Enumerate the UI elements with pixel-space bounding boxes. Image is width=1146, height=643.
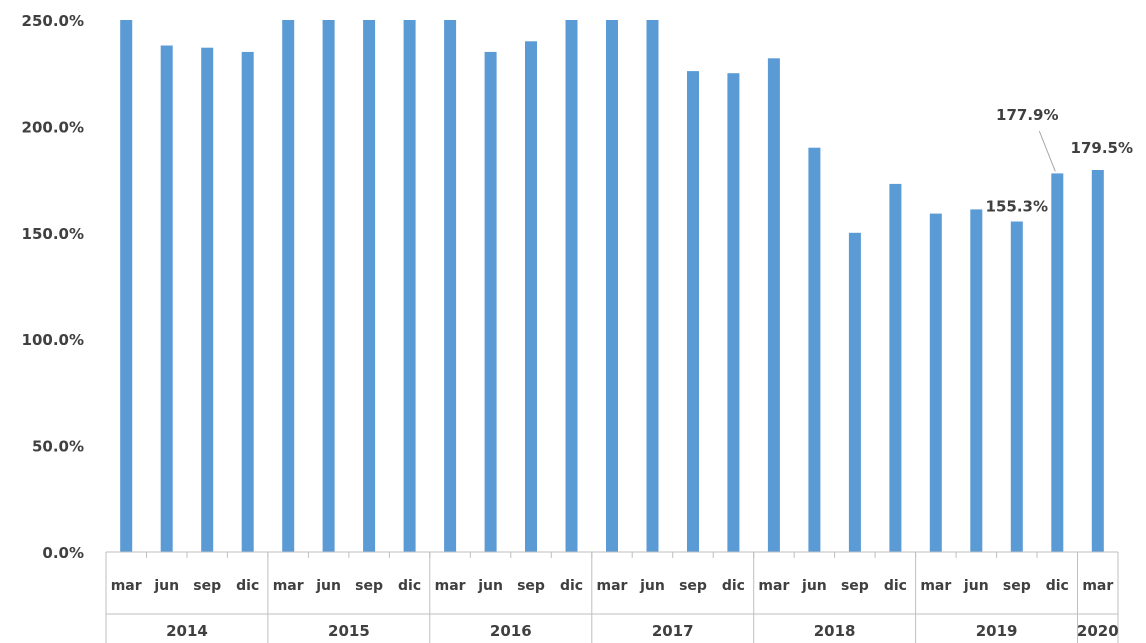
bar: [120, 20, 133, 552]
y-tick-label: 100.0%: [22, 331, 84, 349]
x-tick-label: jun: [963, 578, 989, 594]
x-tick-label: mar: [1082, 578, 1113, 594]
bar: [970, 209, 983, 552]
bar: [929, 213, 942, 552]
bar: [525, 41, 537, 553]
bar: [241, 51, 254, 553]
data-label: 155.3%: [986, 198, 1048, 216]
bar: [889, 183, 902, 552]
bar: [727, 73, 740, 552]
y-tick-label: 250.0%: [22, 12, 84, 30]
data-label: 177.9%: [996, 106, 1058, 124]
bar: [808, 147, 821, 552]
x-tick-label: sep: [841, 578, 869, 594]
x-tick-label: sep: [517, 578, 545, 594]
x-tick-label: jun: [315, 578, 341, 594]
bar: [646, 20, 659, 552]
data-labels: 155.3% 177.9% 179.5%: [986, 106, 1133, 216]
bar: [1091, 170, 1104, 552]
year-label: 2020: [1077, 622, 1119, 640]
x-tick-label: dic: [236, 578, 259, 594]
year-label: 2016: [490, 622, 532, 640]
bar: [282, 20, 295, 552]
x-tick-label: sep: [1003, 578, 1031, 594]
year-label: 2017: [652, 622, 694, 640]
bar: [1010, 221, 1023, 552]
y-axis: 0.0% 50.0% 100.0% 150.0% 200.0% 250.0%: [22, 12, 84, 562]
x-tick-label: mar: [435, 578, 466, 594]
year-label: 2014: [166, 622, 208, 640]
bar: [1051, 173, 1064, 552]
y-tick-label: 50.0%: [32, 438, 84, 456]
bar: [565, 20, 578, 552]
data-label-leader: [1038, 130, 1056, 172]
x-tick-label: mar: [758, 578, 789, 594]
x-tick-label: mar: [920, 578, 951, 594]
bar: [403, 20, 416, 552]
x-tick-label: sep: [193, 578, 221, 594]
x-tick-label: dic: [398, 578, 421, 594]
x-tick-label: dic: [722, 578, 745, 594]
x-tick-label: sep: [679, 578, 707, 594]
bar: [201, 47, 214, 552]
x-tick-label: mar: [597, 578, 628, 594]
y-tick-label: 150.0%: [22, 225, 84, 243]
bar: [160, 45, 173, 552]
bar: [848, 232, 861, 553]
x-tick-label: sep: [355, 578, 383, 594]
bar: [363, 20, 376, 552]
x-tick-label: dic: [1046, 578, 1069, 594]
x-tick-label: mar: [111, 578, 142, 594]
data-label: 179.5%: [1071, 139, 1133, 157]
bar: [606, 20, 618, 552]
year-label: 2019: [976, 622, 1018, 640]
y-tick-label: 200.0%: [22, 118, 84, 136]
x-tick-label: jun: [639, 578, 665, 594]
x-tick-label: jun: [153, 578, 179, 594]
x-tick-label: dic: [560, 578, 583, 594]
bar: [322, 20, 335, 552]
y-tick-label: 0.0%: [42, 544, 84, 562]
x-tick-label: mar: [273, 578, 304, 594]
x-axis: mar jun sep dic mar jun sep dic mar jun sep dic mar j…: [105, 551, 1119, 643]
year-label: 2015: [328, 622, 370, 640]
bar: [484, 51, 497, 553]
x-tick-label: jun: [477, 578, 503, 594]
bar: [687, 71, 699, 552]
bar: [767, 58, 780, 553]
bar: [444, 20, 457, 552]
bars: [120, 20, 1104, 553]
x-tick-label: jun: [801, 578, 827, 594]
x-tick-label: dic: [884, 578, 907, 594]
year-label: 2018: [814, 622, 856, 640]
